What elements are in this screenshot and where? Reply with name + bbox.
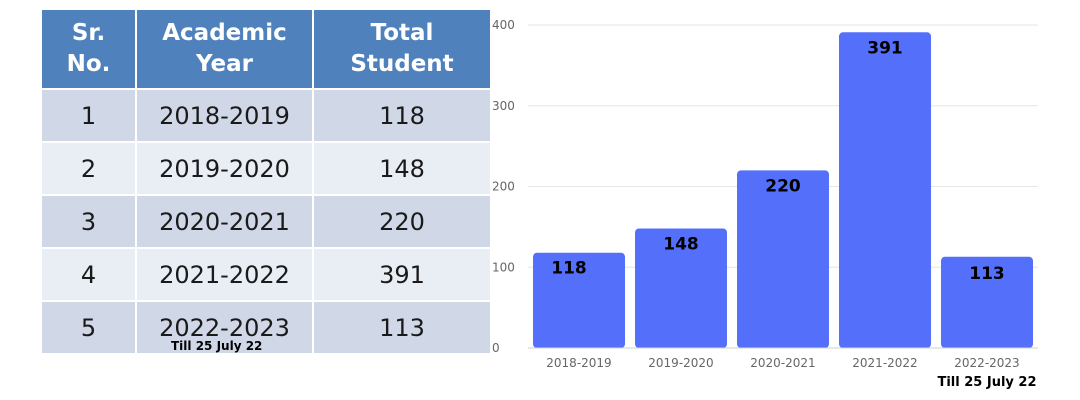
table-row: 4 2021-2022 391 [40, 247, 492, 302]
cell-year: 2021-2022 [135, 247, 314, 302]
table-row: 1 2018-2019 118 [40, 88, 492, 143]
data-label: 113 [969, 264, 1005, 284]
table-row: 2 2019-2020 148 [40, 141, 492, 196]
y-tick-label: 400 [492, 18, 515, 32]
bar [635, 228, 727, 348]
cell-year: 2019-2020 [135, 141, 314, 196]
x-tick-label: 2021-2022 [852, 356, 917, 370]
y-tick-label: 300 [492, 99, 515, 113]
y-tick-label: 0 [492, 341, 500, 355]
header-sr-no: Sr. No. [40, 8, 137, 90]
x-tick-label: 2020-2021 [750, 356, 815, 370]
bar [737, 170, 829, 348]
x-tick-label: 2018-2019 [546, 356, 611, 370]
y-tick-label: 200 [492, 180, 515, 194]
cell-year: 2022-2023 Till 25 July 22 [135, 300, 314, 355]
cell-sr: 5 [40, 300, 137, 355]
header-academic-year: Academic Year [135, 8, 314, 90]
y-tick-label: 100 [492, 260, 515, 274]
enrollment-bar-chart: 0 100 200 300 400 118 2018-2019 148 2019-2020 220… [492, 18, 1038, 390]
table-header-row: Sr. No. Academic Year Total Student [40, 8, 492, 90]
cell-total: 113 [312, 300, 492, 355]
x-tick-label: 2019-2020 [648, 356, 713, 370]
cell-total: 391 [312, 247, 492, 302]
cell-year-text: 2022-2023 [159, 313, 290, 342]
cell-total: 220 [312, 194, 492, 249]
cell-sr: 4 [40, 247, 137, 302]
data-label: 118 [551, 259, 587, 279]
cell-year: 2020-2021 [135, 194, 314, 249]
cell-sr: 3 [40, 194, 137, 249]
cell-total: 148 [312, 141, 492, 196]
cell-year: 2018-2019 [135, 88, 314, 143]
cell-sr: 1 [40, 88, 137, 143]
data-label: 391 [867, 38, 903, 58]
student-count-table: Sr. No. Academic Year Total Student 1 20… [40, 8, 492, 355]
cell-total: 118 [312, 88, 492, 143]
year-note: Till 25 July 22 [171, 339, 263, 353]
bar [941, 256, 1033, 348]
cell-sr: 2 [40, 141, 137, 196]
x-tick-label: 2022-2023 [954, 356, 1019, 370]
chart-note: Till 25 July 22 [937, 375, 1036, 390]
table-row: 5 2022-2023 Till 25 July 22 113 [40, 300, 492, 355]
bar [839, 32, 931, 349]
data-label: 220 [765, 176, 801, 196]
header-total-student: Total Student [312, 8, 492, 90]
table-row: 3 2020-2021 220 [40, 194, 492, 249]
bar [533, 252, 625, 348]
data-label: 148 [663, 234, 699, 254]
